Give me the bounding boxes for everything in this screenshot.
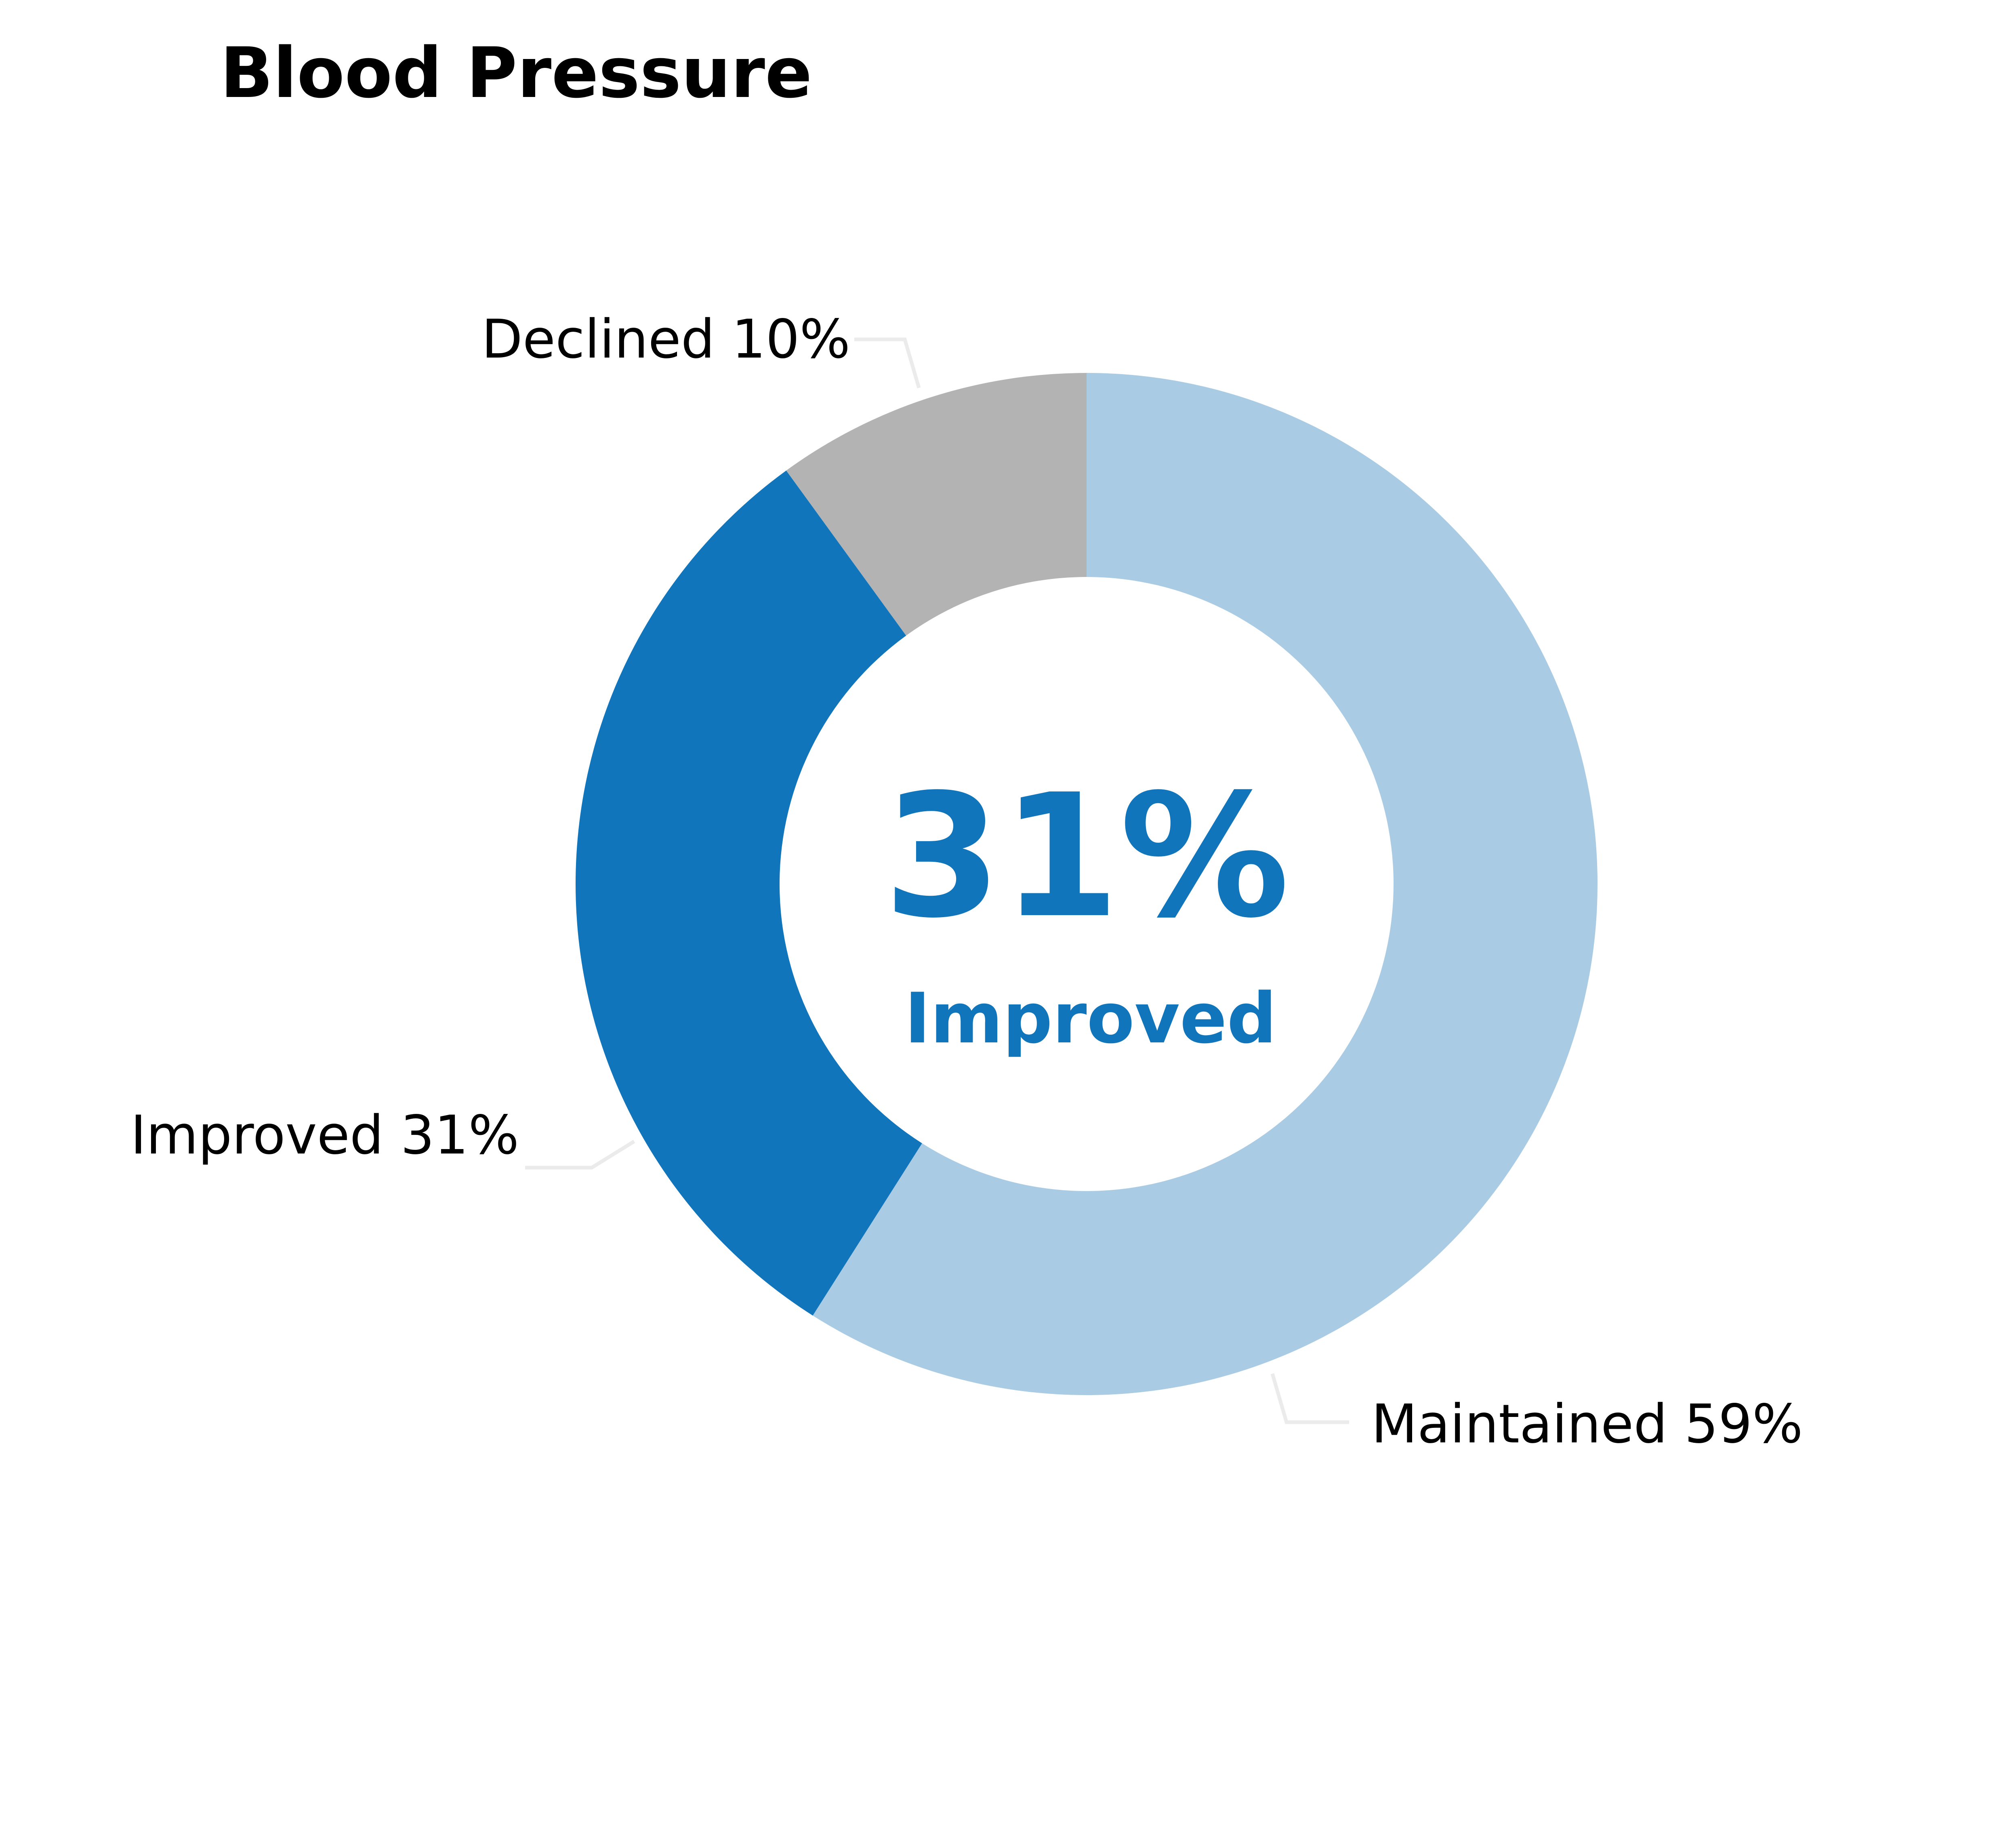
chart-title: Blood Pressure: [220, 32, 812, 114]
center-label: Improved: [904, 978, 1276, 1059]
leader-line-maintained: [1270, 1373, 1349, 1424]
center-value: 31%: [883, 758, 1289, 956]
slice-label-declined: Declined 10%: [481, 308, 850, 370]
leader-line-improved: [525, 1140, 635, 1170]
slice-declined: [786, 373, 1087, 636]
donut-slices: [576, 373, 1598, 1396]
leader-line-declined: [854, 337, 921, 389]
leader-lines: [525, 337, 1349, 1424]
slice-label-maintained: Maintained 59%: [1371, 1393, 1803, 1455]
slice-labels: Maintained 59% Improved 31% Declined 10%: [130, 308, 1803, 1455]
slice-label-improved: Improved 31%: [130, 1104, 519, 1166]
slice-improved: [576, 470, 922, 1316]
slice-maintained: [813, 373, 1598, 1396]
